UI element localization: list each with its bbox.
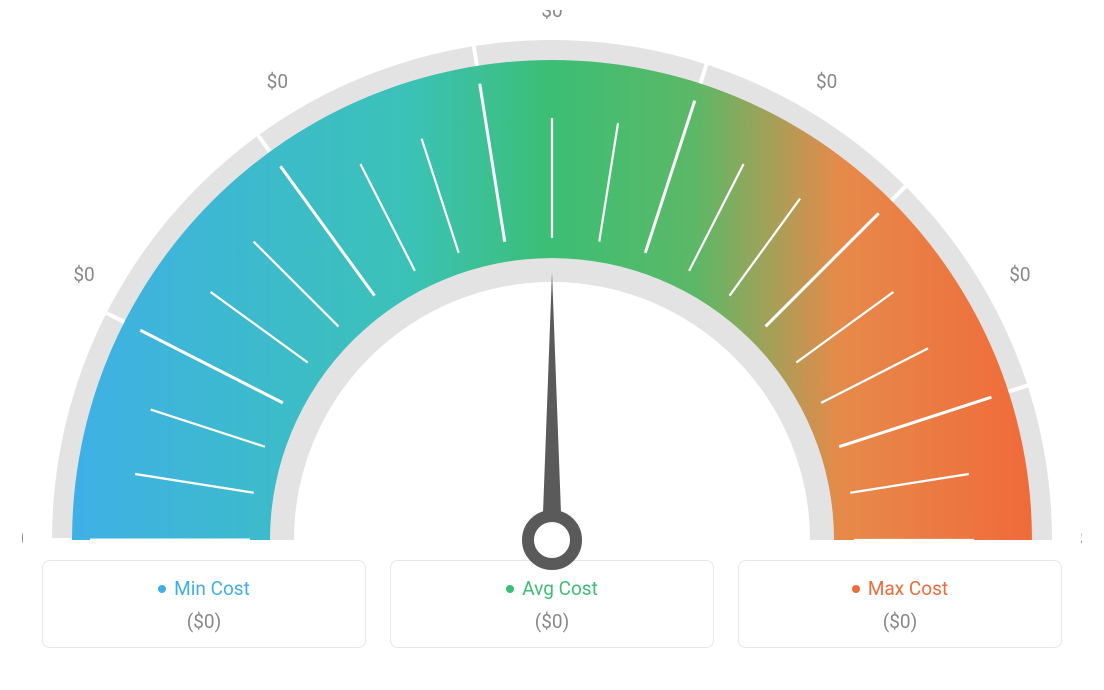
legend-title-avg: Avg Cost xyxy=(506,577,598,600)
legend-title-max: Max Cost xyxy=(852,577,948,600)
gauge-svg: $0 $0 $0 $0 $0 $0 $0 xyxy=(22,10,1082,570)
dot-icon xyxy=(852,585,860,593)
gauge-tick-label: $0 xyxy=(267,70,288,93)
legend-title-text: Avg Cost xyxy=(522,577,598,600)
gauge-tick-label: $0 xyxy=(1080,527,1082,550)
gauge-hub xyxy=(528,516,576,564)
legend-card-max: Max Cost ($0) xyxy=(738,560,1062,648)
legend-value-min: ($0) xyxy=(55,610,353,633)
gauge-tick-label: $0 xyxy=(816,70,837,93)
legend-value-max: ($0) xyxy=(751,610,1049,633)
legend-row: Min Cost ($0) Avg Cost ($0) Max Cost ($0… xyxy=(42,560,1062,648)
gauge-tick-label: $0 xyxy=(73,263,94,286)
legend-value-avg: ($0) xyxy=(403,610,701,633)
legend-title-text: Max Cost xyxy=(868,577,948,600)
gauge-needle xyxy=(542,272,562,540)
legend-title-min: Min Cost xyxy=(158,577,250,600)
gauge-chart: $0 $0 $0 $0 $0 $0 $0 xyxy=(22,10,1082,550)
legend-title-text: Min Cost xyxy=(174,577,250,600)
dot-icon xyxy=(158,585,166,593)
gauge-tick-label: $0 xyxy=(22,527,24,550)
dot-icon xyxy=(506,585,514,593)
gauge-tick-label: $0 xyxy=(1009,263,1030,286)
legend-card-min: Min Cost ($0) xyxy=(42,560,366,648)
gauge-tick-label: $0 xyxy=(541,10,562,22)
gauge-infographic: $0 $0 $0 $0 $0 $0 $0 Min Cost ($0) Avg Cost ($… xyxy=(0,0,1104,690)
legend-card-avg: Avg Cost ($0) xyxy=(390,560,714,648)
